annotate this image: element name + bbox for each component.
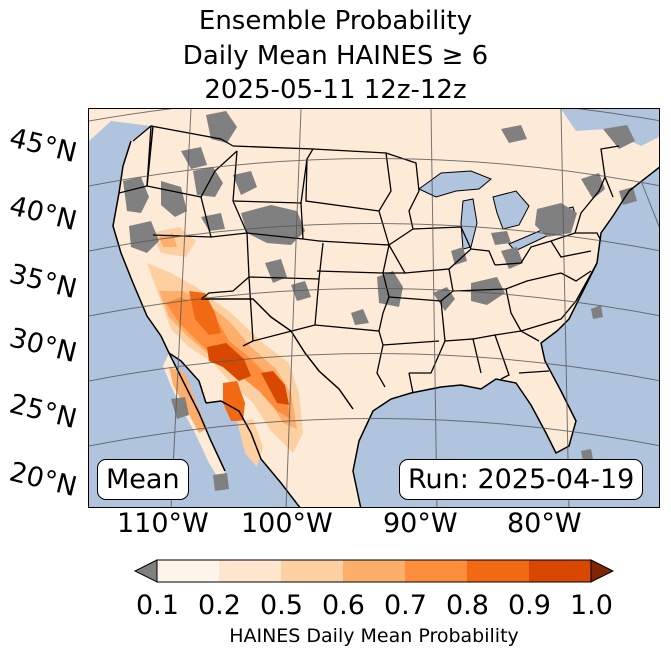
colorbar-under-arrow [133, 559, 158, 583]
lon-label-100w: 100°W [241, 508, 333, 539]
colorbar-segment [219, 560, 282, 582]
lon-label-110w: 110°W [117, 508, 209, 539]
lon-label-90w: 90°W [383, 508, 458, 539]
colorbar-tick-label: 0.6 [322, 590, 365, 621]
colorbar-tick-label: 0.1 [136, 590, 179, 621]
colorbar-label: HAINES Daily Mean Probability [229, 625, 519, 647]
lat-label-20: 20°N [6, 456, 80, 504]
graticule [89, 109, 659, 507]
colorbar-tick-label: 0.2 [198, 590, 241, 621]
colorbar-segment [529, 560, 592, 582]
colorbar-segments [157, 560, 592, 582]
statistic-box: Mean [97, 459, 189, 500]
colorbar-segment [467, 560, 530, 582]
colorbar-tick-label: 0.5 [260, 590, 303, 621]
colorbar-segment [343, 560, 406, 582]
map-panel: Mean Run: 2025-04-19 [88, 108, 660, 508]
colorbar-over-arrow [590, 559, 615, 583]
map-canvas [89, 109, 659, 507]
lat-label-25: 25°N [6, 388, 80, 436]
state-borders [118, 125, 620, 394]
lat-label-30: 30°N [6, 322, 80, 370]
colorbar-segment [405, 560, 468, 582]
lat-label-45: 45°N [6, 122, 80, 170]
missing-data [123, 111, 637, 491]
title-line-3: 2025-05-11 12z-12z [204, 75, 467, 105]
lat-label-35: 35°N [6, 258, 80, 306]
colorbar [133, 559, 615, 583]
colorbar-segment [157, 560, 220, 582]
coastlines [112, 125, 659, 507]
lake-superior [418, 170, 492, 198]
lake-huron [492, 190, 530, 230]
colorbar-outline [156, 559, 592, 583]
lat-label-40: 40°N [6, 190, 80, 238]
colorbar-segment [281, 560, 344, 582]
title-line-2: Daily Mean HAINES ≥ 6 [182, 41, 489, 71]
colorbar-tick-label: 0.9 [508, 590, 551, 621]
colorbar-tick-label: 0.8 [446, 590, 489, 621]
title-line-1: Ensemble Probability [198, 6, 473, 36]
lon-label-80w: 80°W [507, 508, 582, 539]
colorbar-tick-label: 1.0 [570, 590, 613, 621]
run-date-box: Run: 2025-04-19 [399, 459, 644, 500]
colorbar-tick-label: 0.7 [384, 590, 427, 621]
